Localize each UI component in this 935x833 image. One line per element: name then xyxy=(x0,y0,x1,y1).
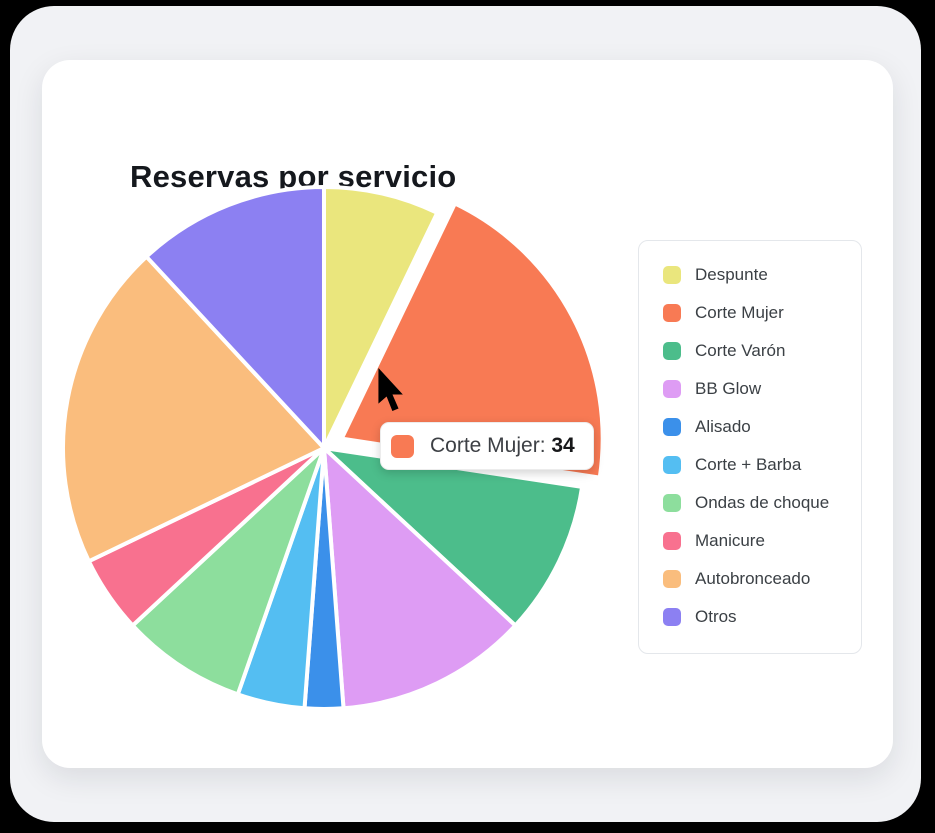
legend-label: Alisado xyxy=(695,417,751,436)
legend-item-ondas-de-choque[interactable]: Ondas de choque xyxy=(663,494,837,512)
tooltip-value: 34 xyxy=(551,434,575,457)
legend-swatch-icon xyxy=(663,532,681,550)
legend-item-autobronceado[interactable]: Autobronceado xyxy=(663,570,837,588)
tooltip: Corte Mujer: 34 xyxy=(380,422,594,470)
legend-item-otros[interactable]: Otros xyxy=(663,608,837,626)
legend-label: Corte Mujer xyxy=(695,303,784,322)
pie-slice-corte-var-n[interactable] xyxy=(322,446,585,628)
legend-swatch-icon xyxy=(663,570,681,588)
legend-swatch-icon xyxy=(663,418,681,436)
legend-item-corte-barba[interactable]: Corte + Barba xyxy=(663,456,837,474)
legend-swatch-icon xyxy=(663,266,681,284)
legend-swatch-icon xyxy=(663,494,681,512)
legend-item-despunte[interactable]: Despunte xyxy=(663,266,837,284)
legend-swatch-icon xyxy=(663,608,681,626)
legend-swatch-icon xyxy=(663,456,681,474)
pie-slice-ondas-de-choque[interactable] xyxy=(130,446,326,697)
tooltip-text: Corte Mujer: 34 xyxy=(430,434,575,458)
pie-slice-otros[interactable] xyxy=(144,185,326,450)
legend-label: Corte + Barba xyxy=(695,455,802,474)
legend-swatch-icon xyxy=(663,304,681,322)
legend-item-manicure[interactable]: Manicure xyxy=(663,532,837,550)
tooltip-label: Corte Mujer: xyxy=(430,434,546,457)
legend-box: Despunte Corte Mujer Corte Varón BB Glow Ali… xyxy=(638,240,862,654)
pie-slices xyxy=(61,185,605,711)
pie-slice-autobronceado[interactable] xyxy=(61,254,326,564)
legend-item-bb-glow[interactable]: BB Glow xyxy=(663,380,837,398)
mouse-cursor-icon xyxy=(378,368,403,411)
legend-label: Manicure xyxy=(695,531,765,550)
legend-item-corte-mujer[interactable]: Corte Mujer xyxy=(663,304,837,322)
legend-item-corte-var-n[interactable]: Corte Varón xyxy=(663,342,837,360)
legend-label: BB Glow xyxy=(695,379,762,398)
legend-label: Despunte xyxy=(695,265,768,284)
legend-label: Corte Varón xyxy=(695,341,786,360)
legend-label: Otros xyxy=(695,607,737,626)
pie-slice-bb-glow[interactable] xyxy=(322,446,518,711)
tooltip-swatch-icon xyxy=(391,434,414,458)
legend-label: Ondas de choque xyxy=(695,493,830,512)
legend-swatch-icon xyxy=(663,342,681,360)
pie-slice-corte-mujer[interactable] xyxy=(339,201,605,480)
pie-slice-despunte[interactable] xyxy=(322,185,440,450)
legend-item-alisado[interactable]: Alisado xyxy=(663,418,837,436)
legend-swatch-icon xyxy=(663,380,681,398)
legend-label: Autobronceado xyxy=(695,569,811,588)
